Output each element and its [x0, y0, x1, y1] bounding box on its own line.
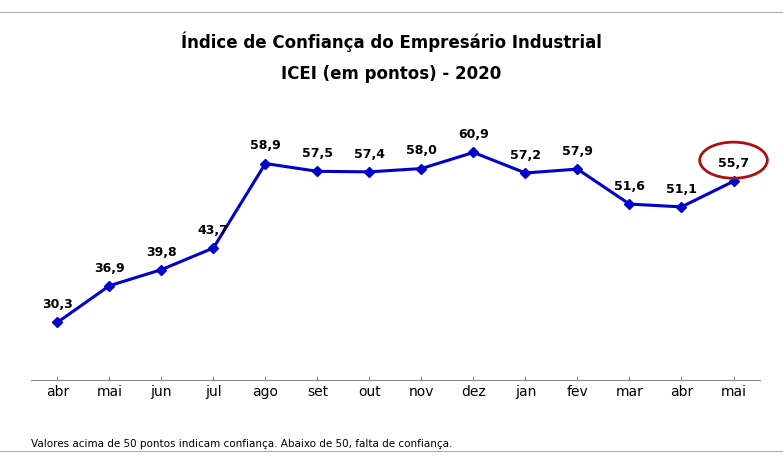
Text: 30,3: 30,3 [42, 298, 73, 311]
Text: 57,9: 57,9 [562, 145, 593, 158]
Text: 58,9: 58,9 [250, 139, 281, 152]
Text: 36,9: 36,9 [94, 262, 124, 275]
Text: 60,9: 60,9 [458, 128, 489, 141]
Text: 57,5: 57,5 [302, 147, 333, 160]
Text: 43,7: 43,7 [198, 224, 229, 237]
Text: 51,6: 51,6 [614, 180, 645, 193]
Text: 51,1: 51,1 [666, 183, 697, 196]
Text: Índice de Confiança do Empresário Industrial: Índice de Confiança do Empresário Indust… [181, 31, 602, 52]
Text: 57,4: 57,4 [354, 148, 385, 161]
Text: Valores acima de 50 pontos indicam confiança. Abaixo de 50, falta de confiança.: Valores acima de 50 pontos indicam confi… [31, 439, 453, 449]
Text: 58,0: 58,0 [406, 144, 437, 157]
Text: 55,7: 55,7 [718, 157, 749, 170]
Text: 57,2: 57,2 [510, 149, 541, 162]
Text: ICEI (em pontos) - 2020: ICEI (em pontos) - 2020 [281, 65, 502, 83]
Text: 39,8: 39,8 [146, 245, 177, 258]
